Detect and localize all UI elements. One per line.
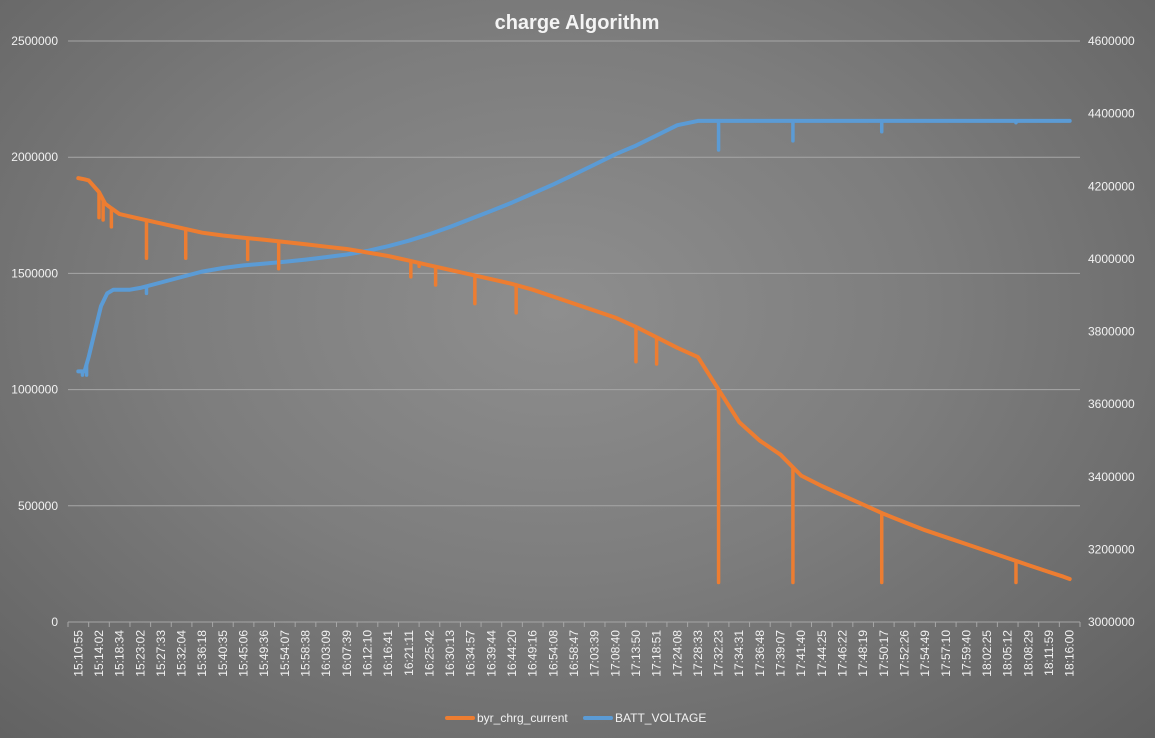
x-tick-label: 15:58:38 <box>299 630 313 677</box>
x-tick-label: 17:57:10 <box>939 630 953 677</box>
x-tick-label: 16:34:57 <box>464 630 478 677</box>
x-tick-label: 15:10:55 <box>71 630 85 677</box>
x-tick-label: 15:54:07 <box>278 630 292 677</box>
x-tick-label: 17:13:50 <box>629 630 643 677</box>
y2-tick-label: 3600000 <box>1088 397 1135 411</box>
x-tick-label: 17:59:40 <box>959 630 973 677</box>
x-tick-label: 15:36:18 <box>195 630 209 677</box>
x-tick-label: 16:58:47 <box>567 630 581 677</box>
x-tick-label: 15:14:02 <box>92 630 106 677</box>
legend-label-byr_chrg_current: byr_chrg_current <box>477 711 568 725</box>
x-tick-label: 16:49:16 <box>526 630 540 677</box>
series-line-BATT_VOLTAGE <box>76 118 1072 374</box>
x-tick-label: 17:39:07 <box>774 630 788 677</box>
x-tick-label: 17:52:26 <box>897 630 911 677</box>
x-tick-label: 17:24:08 <box>670 630 684 677</box>
x-tick-label: 17:28:33 <box>691 630 705 677</box>
y-tick-label: 2500000 <box>11 34 58 48</box>
x-tick-label: 16:16:41 <box>381 630 395 677</box>
x-tick-label: 17:08:40 <box>608 630 622 677</box>
y-tick-label: 1500000 <box>11 266 58 280</box>
x-tick-label: 17:03:39 <box>588 630 602 677</box>
y2-tick-label: 4200000 <box>1088 179 1135 193</box>
x-tick-label: 15:23:02 <box>133 630 147 677</box>
x-axis: 15:10:55 15:14:02 15:18:34 15:23:02 15:27:33… <box>67 622 1081 677</box>
x-tick-label: 15:45:06 <box>237 630 251 677</box>
x-tick-label: 16:30:13 <box>443 630 457 677</box>
x-tick-label: 18:05:12 <box>1001 630 1015 677</box>
x-tick-label: 16:54:08 <box>546 630 560 677</box>
plot-area <box>76 118 1072 585</box>
x-tick-label: 18:02:25 <box>980 630 994 677</box>
legend: byr_chrg_current BATT_VOLTAGE <box>445 711 706 725</box>
x-tick-label: 17:36:48 <box>753 630 767 677</box>
legend-label-BATT_VOLTAGE: BATT_VOLTAGE <box>615 711 706 725</box>
x-tick-label: 17:48:19 <box>856 630 870 677</box>
y2-tick-label: 3800000 <box>1088 325 1135 339</box>
series-line-byr_chrg_current <box>76 176 1072 581</box>
y2-tick-label: 3400000 <box>1088 470 1135 484</box>
x-tick-label: 16:21:11 <box>402 630 416 676</box>
x-tick-label: 18:16:00 <box>1063 630 1077 677</box>
y-axis-primary: 0 500000 1000000 1500000 2000000 2500000 <box>11 34 58 629</box>
x-tick-label: 17:44:25 <box>815 630 829 677</box>
chart-title: charge Algorithm <box>495 12 660 34</box>
x-tick-label: 16:39:44 <box>484 630 498 677</box>
x-tick-label: 16:07:39 <box>340 630 354 677</box>
y-tick-label: 1000000 <box>11 383 58 397</box>
x-tick-label: 15:18:34 <box>113 630 127 677</box>
x-tick-label: 16:03:09 <box>319 630 333 677</box>
x-tick-label: 17:54:49 <box>918 630 932 677</box>
x-tick-label: 17:50:17 <box>877 630 891 677</box>
x-tick-label: 18:08:29 <box>1021 630 1035 677</box>
x-tick-label: 15:49:36 <box>257 630 271 677</box>
x-tick-label: 15:32:04 <box>175 630 189 677</box>
x-tick-label: 16:25:42 <box>422 630 436 677</box>
y2-tick-label: 4600000 <box>1088 34 1135 48</box>
x-tick-label: 17:41:40 <box>794 630 808 677</box>
x-tick-label: 16:12:10 <box>360 630 374 677</box>
x-tick-label: 16:44:20 <box>505 630 519 677</box>
x-tick-label: 15:27:33 <box>154 630 168 677</box>
gridlines <box>68 40 1080 623</box>
y-tick-label: 500000 <box>18 499 58 513</box>
y2-tick-label: 4000000 <box>1088 252 1135 266</box>
y-tick-label: 2000000 <box>11 150 58 164</box>
y2-tick-label: 4400000 <box>1088 107 1135 121</box>
x-tick-label: 18:11:59 <box>1042 630 1056 676</box>
x-tick-label: 17:34:31 <box>732 630 746 677</box>
y-tick-label: 0 <box>51 615 58 629</box>
x-tick-label: 15:40:35 <box>216 630 230 677</box>
x-tick-label: 17:46:22 <box>835 630 849 677</box>
y-axis-secondary: 3000000 3200000 3400000 3600000 3800000 40000… <box>1088 34 1135 629</box>
x-tick-label: 17:18:51 <box>650 630 664 677</box>
y2-tick-label: 3000000 <box>1088 615 1135 629</box>
x-tick-label: 17:32:23 <box>712 630 726 677</box>
y2-tick-label: 3200000 <box>1088 542 1135 556</box>
